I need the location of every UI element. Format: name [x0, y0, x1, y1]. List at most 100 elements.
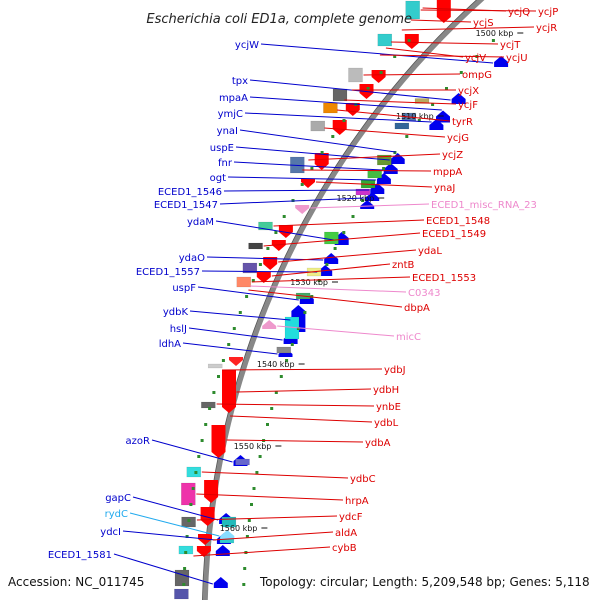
gene-leader-line: [223, 189, 370, 192]
tick-mark: [204, 423, 208, 426]
tick-mark: [274, 231, 278, 234]
gene-leader-line: [302, 169, 432, 172]
gene-leader-line: [249, 79, 451, 101]
forward-gene-arrow: [314, 153, 329, 170]
gene-leader-line: [278, 249, 417, 263]
tick-mark: [393, 151, 397, 154]
gene-leader-line: [315, 181, 433, 188]
tick-label: 1510 kbp: [396, 112, 434, 121]
feature-block: [323, 102, 338, 114]
gene-leader-line: [227, 176, 376, 181]
gene-label-right: ycjZ: [442, 150, 463, 161]
gene-leader-line: [193, 546, 331, 557]
gene-leader-line: [263, 232, 421, 247]
reverse-gene-arrow: [213, 577, 228, 588]
tick-mark: [227, 343, 231, 346]
tick-mark: [393, 55, 397, 58]
feature-block: [367, 169, 382, 179]
gene-leader-line: [201, 270, 318, 273]
feature-block: [207, 363, 223, 369]
gene-label-left: ycjW: [235, 40, 259, 51]
tick-mark: [331, 135, 335, 138]
label-layer: ycjW tpx mpaA ymjC ynaI uspE fnr ogt ECED1_1546 E…: [48, 7, 558, 585]
gene-leader-line: [233, 161, 383, 171]
reverse-gene-arrow: [494, 56, 509, 67]
tick-mark: [342, 119, 346, 122]
feature-block: [414, 98, 430, 104]
tick-mark: [310, 167, 314, 170]
forward-gene-arrow: [196, 546, 211, 557]
gene-label-right: ynbE: [376, 402, 401, 413]
gene-leader-line: [420, 9, 537, 12]
tick-mark: [183, 567, 187, 570]
gene-leader-line: [273, 219, 425, 227]
map-title: Escherichia coli ED1a, complete genome: [146, 12, 412, 27]
reverse-gene-arrow: [365, 192, 380, 201]
feature-block: [235, 458, 250, 466]
gene-label-right: ycjU: [506, 53, 528, 64]
gene-label-right: ECED1_misc_RNA_23: [431, 200, 537, 211]
tick-mark: [274, 391, 278, 394]
feature-block: [174, 588, 189, 600]
feature-block: [242, 262, 258, 274]
gene-leader-line: [244, 112, 432, 123]
tick-mark: [282, 215, 286, 218]
gene-leader-line: [189, 310, 291, 321]
reverse-gene-arrow: [370, 183, 385, 194]
tick-mark: [325, 263, 329, 266]
tick-mark: [251, 279, 255, 282]
gene-label-left: ogt: [210, 173, 226, 184]
gene-leader-line: [249, 96, 442, 111]
tick-mark: [191, 487, 195, 490]
gene-label-right: cybB: [332, 543, 357, 554]
gene-label-right: ycjF: [458, 100, 478, 111]
tick-mark: [333, 247, 337, 250]
tick-mark: [208, 407, 212, 410]
topology-label: Topology: circular; Length: 5,209,548 bp…: [259, 575, 590, 589]
tick-mark: [405, 135, 409, 138]
tick-mark: [407, 39, 411, 42]
gene-leader-line: [113, 553, 213, 585]
reverse-gene-arrow: [390, 153, 405, 164]
gene-leader-line: [260, 43, 494, 64]
tick-mark: [252, 487, 256, 490]
gene-label-left: ydbK: [163, 307, 189, 318]
tick-mark: [266, 423, 269, 426]
forward-gene-arrow: [200, 507, 215, 526]
gene-label-left: mpaA: [219, 93, 248, 104]
gene-label-right: ycjT: [500, 40, 521, 51]
tick-label: 1500 kbp: [476, 29, 514, 38]
tick-mark: [320, 151, 324, 154]
gene-leader-line: [197, 286, 299, 301]
tick-mark: [189, 503, 193, 506]
gene-label-right: ydbL: [374, 418, 399, 429]
gene-label-right: ompG: [462, 70, 492, 81]
forward-gene-arrow: [295, 205, 310, 214]
gene-label-left: uspE: [210, 143, 234, 154]
feature-block: [181, 482, 196, 506]
tick-label: 1530 kbp: [290, 278, 328, 287]
feature-block: [348, 67, 363, 83]
tick-mark: [266, 247, 270, 250]
gene-label-right: ECED1_1553: [412, 273, 476, 284]
reverse-gene-arrow: [383, 163, 398, 174]
tick-mark: [366, 87, 370, 90]
tick-mark: [187, 519, 191, 522]
gene-leader-line: [196, 515, 338, 521]
tick-mark: [221, 359, 225, 362]
forward-gene-arrow: [222, 370, 236, 413]
gene-label-left: ymjC: [218, 109, 243, 120]
reverse-gene-arrow: [451, 93, 466, 104]
gene-label-right: ydbC: [350, 474, 376, 485]
gene-leader-line: [324, 127, 446, 138]
feature-block: [394, 122, 410, 130]
gene-label-right: ycjX: [458, 86, 479, 97]
tick-mark: [285, 359, 289, 362]
tick-mark: [379, 71, 383, 74]
tick-mark: [200, 439, 204, 442]
gene-label-right: ydcF: [339, 512, 363, 523]
gene-label-left: uspF: [172, 283, 196, 294]
tick-mark: [300, 183, 304, 186]
gene-label-left: azoR: [126, 436, 150, 447]
